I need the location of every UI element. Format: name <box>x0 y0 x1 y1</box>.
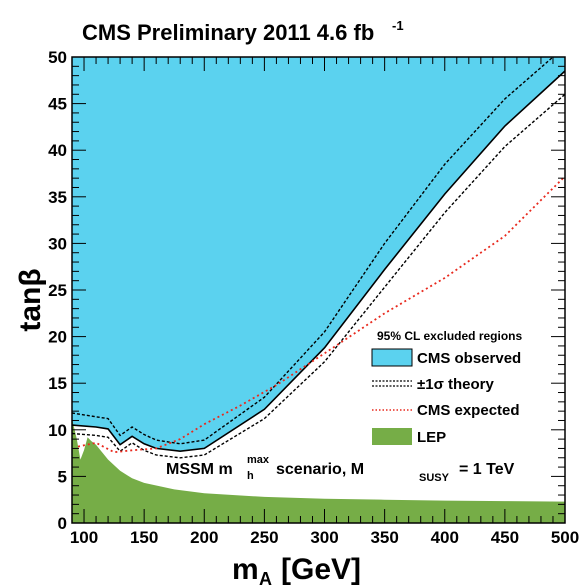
y-tick-label: 40 <box>48 141 67 160</box>
x-tick-label: 100 <box>70 528 98 547</box>
scenario-annotation: MSSM m max h scenario, M SUSY = 1 TeV <box>166 454 515 484</box>
x-tick-label: 350 <box>370 528 398 547</box>
x-tick-label: 200 <box>190 528 218 547</box>
y-tick-label: 15 <box>48 374 67 393</box>
x-tick-label: 400 <box>431 528 459 547</box>
legend-label-theory: ±1σ theory <box>417 376 495 393</box>
y-tick-label: 0 <box>58 514 67 533</box>
legend-header: 95% CL excluded regions <box>377 329 522 343</box>
plot-area <box>72 57 565 523</box>
x-tick-label: 450 <box>491 528 519 547</box>
x-axis-label-subscript: A <box>259 569 272 585</box>
x-tick-label: 150 <box>130 528 158 547</box>
x-axis-label: m <box>232 553 259 585</box>
x-tick-label: 500 <box>551 528 579 547</box>
y-tick-label: 50 <box>48 48 67 67</box>
scenario-m-subscript: h <box>247 470 254 482</box>
legend: 95% CL excluded regions CMS observed ±1σ… <box>371 329 522 446</box>
x-tick-label: 250 <box>250 528 278 547</box>
legend-swatch-lep <box>372 428 412 445</box>
expected-limit-line <box>77 175 565 454</box>
y-tick-label: 5 <box>58 467 67 486</box>
scenario-m-superscript: max <box>247 454 270 466</box>
scenario-middle: scenario, M <box>276 461 364 478</box>
y-tick-label: 30 <box>48 234 67 253</box>
scenario-msusy-subscript: SUSY <box>419 472 450 484</box>
observed-limit-line <box>72 70 565 453</box>
lep-excluded-area <box>72 418 565 523</box>
observed-excluded-area <box>72 57 565 452</box>
x-tick-label: 300 <box>310 528 338 547</box>
legend-label-observed: CMS observed <box>417 350 521 367</box>
axes: 100 150 200 250 300 350 400 450 500 0 5 10 15 20 25 30 3… <box>48 48 579 547</box>
x-axis-label-unit: [GeV] <box>281 553 361 585</box>
scenario-suffix: = 1 TeV <box>459 461 515 478</box>
scenario-prefix: MSSM m <box>166 461 233 478</box>
x-axis-title: m A [GeV] <box>232 553 361 585</box>
y-axis-label: tanβ <box>14 268 47 331</box>
legend-swatch-observed <box>371 348 413 367</box>
y-tick-label: 20 <box>48 328 67 347</box>
chart-title-superscript: -1 <box>392 18 404 33</box>
y-tick-label: 10 <box>48 421 67 440</box>
y-tick-label: 45 <box>48 95 67 114</box>
theory-lower-line <box>72 93 565 459</box>
legend-label-expected: CMS expected <box>417 402 520 419</box>
y-tick-label: 25 <box>48 281 67 300</box>
y-tick-label: 35 <box>48 188 67 207</box>
legend-label-lep: LEP <box>417 429 446 446</box>
chart-title: CMS Preliminary 2011 4.6 fb <box>82 20 374 45</box>
